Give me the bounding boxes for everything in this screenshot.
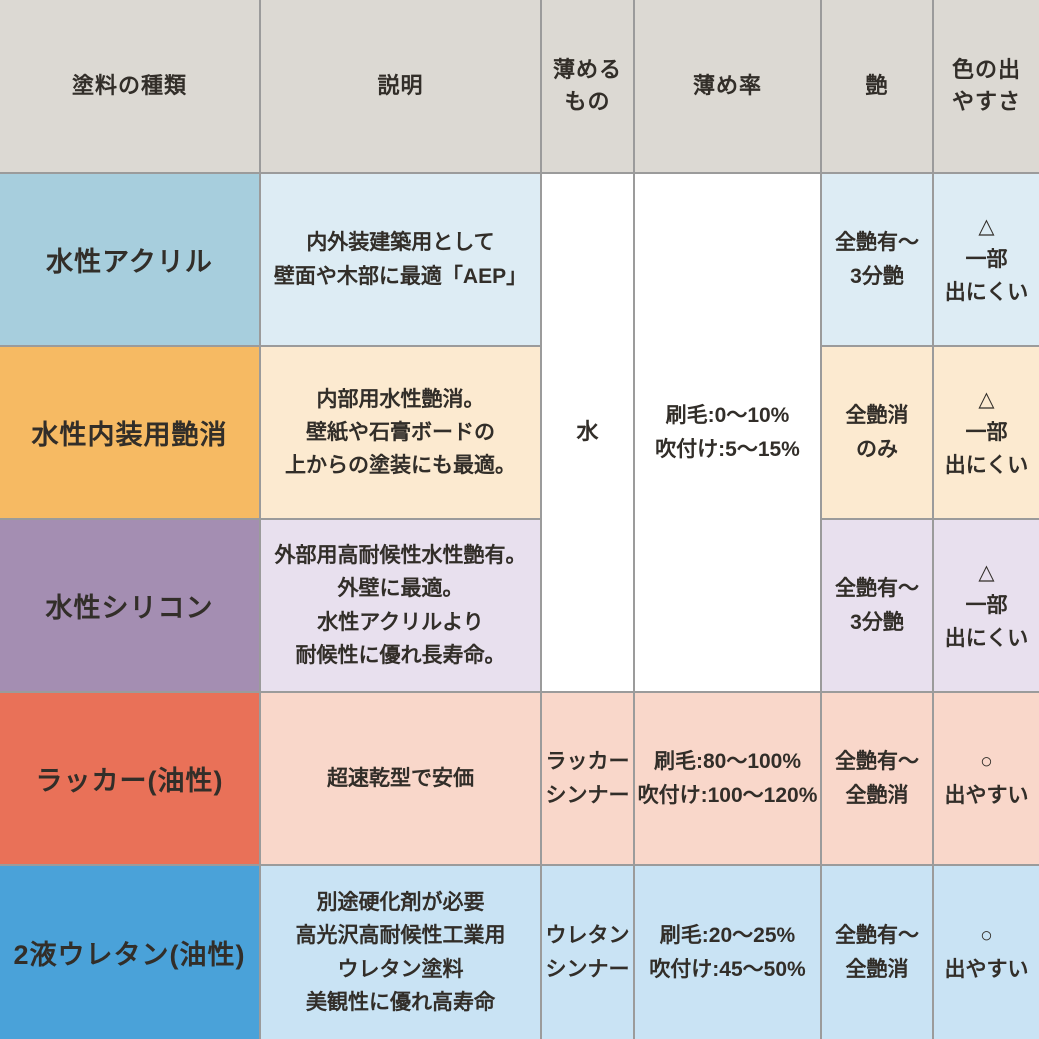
paint-name-cell: 水性内装用艶消 [0,345,261,520]
row-water-silicone: 水性シリコン 外部用高耐候性水性艶有。 外壁に最適。 水性アクリルより 耐候性に… [0,518,1039,693]
description-cell: 外部用高耐候性水性艶有。 外壁に最適。 水性アクリルより 耐候性に優れ長寿命。 [259,518,542,693]
gloss-cell: 全艶消 のみ [820,345,934,520]
row-two-part-urethane-oil: 2液ウレタン(油性) 別途硬化剤が必要 高光沢高耐候性工業用 ウレタン塗料 美観… [0,864,1039,1039]
description-cell: 内部用水性艶消。 壁紙や石膏ボードの 上からの塗装にも最適。 [259,345,542,520]
color-ease-cell: ○ 出やすい [932,864,1039,1039]
color-ease-cell: △ 一部 出にくい [932,345,1039,520]
header-gloss: 艶 [820,0,934,174]
paint-name-cell: ラッカー(油性) [0,691,261,866]
gloss-cell: 全艶有〜 3分艶 [820,518,934,693]
header-color-ease: 色の出 やすさ [932,0,1039,174]
header-thinning-ratio: 薄め率 [633,0,822,174]
description-cell: 超速乾型で安価 [259,691,542,866]
paint-name-cell: 水性シリコン [0,518,261,693]
paint-name-cell: 水性アクリル [0,172,261,347]
header-paint-type: 塗料の種類 [0,0,261,174]
thinner-cell: ウレタン シンナー [540,864,635,1039]
gloss-cell: 全艶有〜 全艶消 [820,864,934,1039]
ratio-cell-water-merged: 刷毛:0〜10% 吹付け:5〜15% [633,172,822,693]
description-cell: 内外装建築用として 壁面や木部に最適「AEP」 [259,172,542,347]
thinner-cell-water-merged: 水 [540,172,635,693]
thinner-cell: ラッカー シンナー [540,691,635,866]
header-description: 説明 [259,0,542,174]
color-ease-cell: △ 一部 出にくい [932,172,1039,347]
gloss-cell: 全艶有〜 全艶消 [820,691,934,866]
row-water-acrylic: 水性アクリル 内外装建築用として 壁面や木部に最適「AEP」 水 刷毛:0〜10… [0,172,1039,693]
paint-name-cell: 2液ウレタン(油性) [0,864,261,1039]
ratio-cell: 刷毛:20〜25% 吹付け:45〜50% [633,864,822,1039]
description-cell: 別途硬化剤が必要 高光沢高耐候性工業用 ウレタン塗料 美観性に優れ高寿命 [259,864,542,1039]
header-row: 塗料の種類 説明 薄める もの 薄め率 艶 色の出 やすさ [0,0,1039,174]
gloss-cell: 全艶有〜 3分艶 [820,172,934,347]
ratio-cell: 刷毛:80〜100% 吹付け:100〜120% [633,691,822,866]
row-water-interior-matte: 水性内装用艶消 内部用水性艶消。 壁紙や石膏ボードの 上からの塗装にも最適。 全… [0,345,1039,520]
row-lacquer-oil: ラッカー(油性) 超速乾型で安価 ラッカー シンナー 刷毛:80〜100% 吹付… [0,691,1039,866]
color-ease-cell: △ 一部 出にくい [932,518,1039,693]
color-ease-cell: ○ 出やすい [932,691,1039,866]
header-thinner: 薄める もの [540,0,635,174]
